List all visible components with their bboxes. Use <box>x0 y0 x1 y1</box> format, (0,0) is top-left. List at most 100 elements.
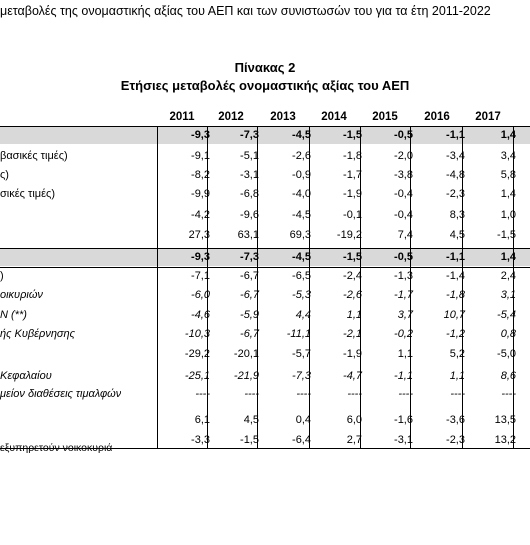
table-cell: 4,5 <box>449 229 465 241</box>
table-cell: -9,6 <box>240 209 259 221</box>
table-cell: -9,9 <box>191 188 210 200</box>
footnote: εξυπηρετούν νοικοκυριά <box>0 442 113 454</box>
table-row: ς) -8,2 -3,1 -0,9 -1,7 -3,8 -4,8 5,8 <box>0 166 530 184</box>
table-row: Κεφαλαίου -25,1 -21,9 -7,3 -4,7 -1,1 1,1 8,6 <box>0 367 530 385</box>
table-cell: -6,7 <box>240 270 259 282</box>
table-cell: -25,1 <box>184 370 210 382</box>
table-cell: -6,4 <box>292 434 311 446</box>
row-label: ) <box>0 270 4 282</box>
table-cell: 1,1 <box>397 348 413 360</box>
row-label: ς) <box>0 169 9 181</box>
table-cell: 5,2 <box>449 348 465 360</box>
column-separator <box>410 126 411 448</box>
row-label: οικυριών <box>0 289 43 301</box>
table-row: ) -7,1 -6,7 -6,5 -2,4 -1,3 -1,4 2,4 <box>0 267 530 285</box>
table-cell: -5,7 <box>292 348 311 360</box>
table-cell: -11,1 <box>286 328 311 340</box>
column-separator <box>257 126 258 448</box>
table-cell: 4,5 <box>243 414 259 426</box>
table-row: -9,3 -7,3 -4,5 -1,5 -0,5 -1,1 1,4 <box>0 126 530 144</box>
table-cell: ---- <box>501 388 516 400</box>
table-rule <box>0 448 530 449</box>
table-cell: -1,1 <box>394 370 413 382</box>
year-header: 2016 <box>424 111 450 123</box>
table-cell: ---- <box>398 388 413 400</box>
table-cell: 8,3 <box>449 209 465 221</box>
table-cell: -1,5 <box>343 129 362 141</box>
table-cell: -1,9 <box>343 348 362 360</box>
table-cell: -3,1 <box>394 434 413 446</box>
table-cell: -7,3 <box>240 251 259 263</box>
table-cell: -6,7 <box>240 328 259 340</box>
year-header: 2 <box>510 108 530 126</box>
table-cell: 6,0 <box>346 414 362 426</box>
table-cell: -4,5 <box>292 251 311 263</box>
year-header: 2014 <box>321 111 347 123</box>
table-cell: -1,5 <box>343 251 362 263</box>
table-cell: 1,0 <box>500 209 516 221</box>
table-cell: -1,7 <box>394 289 413 301</box>
table-cell: 3,4 <box>500 150 516 162</box>
table-cell: -1,8 <box>343 150 362 162</box>
table-cell: -4,7 <box>343 370 362 382</box>
table-cell: -0,4 <box>394 209 413 221</box>
table-cell: -3,3 <box>191 434 210 446</box>
table-rule <box>0 248 530 249</box>
table-cell: -1,2 <box>446 328 465 340</box>
table-cell: -4,0 <box>292 188 311 200</box>
table-cell: -7,3 <box>240 129 259 141</box>
table-cell: 27,3 <box>188 229 210 241</box>
table-cell: -1,1 <box>446 251 465 263</box>
table-cell: 13,2 <box>494 434 516 446</box>
table-cell: -4,5 <box>292 129 311 141</box>
table-cell: 5,8 <box>500 169 516 181</box>
table-cell: -20,1 <box>233 348 259 360</box>
table-row: σικές τιμές) -9,9 -6,8 -4,0 -1,9 -0,4 -2,3 1,4 <box>0 185 530 203</box>
table-cell: ---- <box>195 388 210 400</box>
table-cell: -1,7 <box>343 169 362 181</box>
table-rule <box>0 126 530 127</box>
year-header: 2011 <box>169 111 195 123</box>
table-cell: 69,3 <box>289 229 311 241</box>
table-cell: -2,6 <box>343 289 362 301</box>
table-cell: -6,7 <box>240 289 259 301</box>
table-cell: -3,1 <box>240 169 259 181</box>
table-cell: -9,3 <box>191 251 210 263</box>
column-separator <box>360 126 361 448</box>
table-cell: -1,6 <box>394 414 413 426</box>
table-cell: -3,6 <box>446 414 465 426</box>
table-cell: 8,6 <box>500 370 516 382</box>
table-cell: -5,1 <box>240 150 259 162</box>
table-row: μείον διαθέσεις τιμαλφών ---- ---- ---- ----… <box>0 385 530 403</box>
row-label: Κεφαλαίου <box>0 370 52 382</box>
table-row: 6,1 4,5 0,4 6,0 -1,6 -3,6 13,5 <box>0 411 530 429</box>
table-cell: -2,6 <box>292 150 311 162</box>
table-cell: 1,4 <box>500 188 516 200</box>
table-row: Ν (**) -4,6 -5,9 4,4 1,1 3,7 10,7 -5,4 <box>0 306 530 324</box>
table-cell: 3,7 <box>397 309 413 321</box>
table-cell: 63,1 <box>237 229 259 241</box>
row-label: μείον διαθέσεις τιμαλφών <box>0 388 122 400</box>
table-cell: -1,4 <box>446 270 465 282</box>
year-header: 2012 <box>218 111 244 123</box>
column-separator <box>462 126 463 448</box>
table-cell: ---- <box>450 388 465 400</box>
table-cell: -5,9 <box>240 309 259 321</box>
table-cell: -1,3 <box>394 270 413 282</box>
table-cell: 13,5 <box>494 414 516 426</box>
table-title: Ετήσιες μεταβολές ονομαστικής αξίας του … <box>120 78 410 93</box>
table-cell: 0,4 <box>295 414 311 426</box>
table-cell: -4,6 <box>191 309 210 321</box>
table-cell: -5,3 <box>292 289 311 301</box>
table-cell: -1,8 <box>446 289 465 301</box>
table-cell: 7,4 <box>397 229 413 241</box>
table-cell: 0,8 <box>500 328 516 340</box>
table-cell: -9,3 <box>191 129 210 141</box>
table-cell: -3,8 <box>394 169 413 181</box>
table-cell: 6,1 <box>194 414 210 426</box>
table-cell: -2,4 <box>343 270 362 282</box>
table-cell: -1,9 <box>343 188 362 200</box>
table-cell: -10,3 <box>184 328 210 340</box>
table-cell: -1,1 <box>446 129 465 141</box>
table-cell: -0,2 <box>394 328 413 340</box>
